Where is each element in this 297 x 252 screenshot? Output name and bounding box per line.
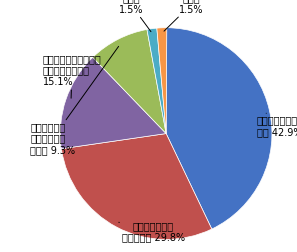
Wedge shape <box>61 134 212 239</box>
Text: 避難所のことを
知っていた 29.8%: 避難所のことを 知っていた 29.8% <box>119 221 185 243</box>
Wedge shape <box>147 28 166 134</box>
Wedge shape <box>93 29 166 134</box>
Text: 緊急避難場所
のことを知っ
ていた 9.3%: 緊急避難場所 のことを知っ ていた 9.3% <box>30 46 119 155</box>
Text: その他
1.5%: その他 1.5% <box>119 0 151 32</box>
Wedge shape <box>166 28 272 229</box>
Wedge shape <box>60 57 166 149</box>
Text: 無回答
1.5%: 無回答 1.5% <box>164 0 203 31</box>
Text: どちらも知らなかった
（初めて聞いた）
15.1%: どちらも知らなかった （初めて聞いた） 15.1% <box>43 54 101 98</box>
Text: どちらも知って
いた 42.9%: どちらも知って いた 42.9% <box>257 113 297 137</box>
Wedge shape <box>157 28 167 134</box>
